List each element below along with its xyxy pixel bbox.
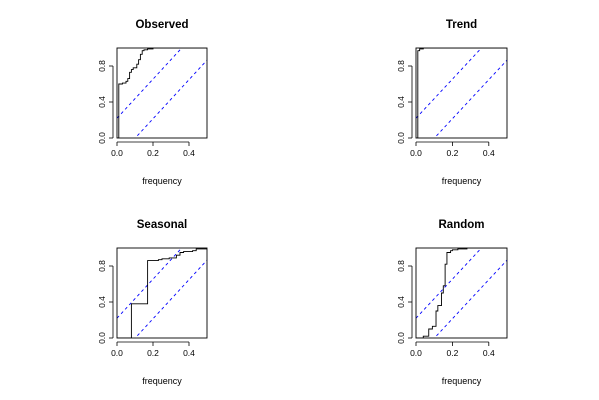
trend-plot-frame: [415, 47, 508, 139]
observed-band-upper-line: [117, 48, 183, 119]
random-y-tick-label: 0.4: [396, 296, 406, 308]
observed-x-tick-label: 0.2: [147, 148, 159, 158]
observed-x-tick-label: 0.4: [183, 148, 195, 158]
trend-band-lower-line: [433, 59, 507, 138]
observed-y-tick-label: 0.0: [97, 132, 107, 144]
random-panel: Random 0.0 0.2 0.4 0.0 0.4 0.8 frequency: [396, 219, 508, 386]
seasonal-y-tick-label: 0.8: [97, 260, 107, 272]
observed-band-lower-line: [134, 59, 207, 138]
random-band-lower-line: [433, 259, 507, 338]
trend-x-axis-label: frequency: [442, 176, 482, 186]
trend-band-upper-line: [416, 48, 483, 119]
observed-x-tick-label: 0.0: [111, 148, 123, 158]
observed-x-axis-label: frequency: [142, 176, 182, 186]
seasonal-panel: Seasonal 0.0 0.2 0.4 0.0 0.4 0.8 frequency: [97, 219, 208, 386]
seasonal-plot-frame: [116, 247, 208, 339]
random-x-tick-label: 0.0: [410, 348, 422, 358]
random-x-tick-label: 0.2: [446, 348, 458, 358]
trend-panel: Trend 0.0 0.2 0.4 0.0 0.4 0.8 frequency: [396, 19, 508, 186]
trend-y-tick-label: 0.4: [396, 96, 406, 108]
trend-title: Trend: [446, 19, 477, 31]
observed-plot-frame: [116, 47, 208, 139]
seasonal-y-tick-label: 0.4: [97, 296, 107, 308]
trend-x-tick-label: 0.2: [446, 148, 458, 158]
seasonal-x-tick-label: 0.0: [111, 348, 123, 358]
random-step-line: [416, 248, 507, 338]
random-x-axis-label: frequency: [442, 376, 482, 386]
random-y-tick-label: 0.8: [396, 260, 406, 272]
seasonal-y-tick-label: 0.0: [97, 332, 107, 344]
seasonal-title: Seasonal: [137, 219, 188, 231]
trend-step-line: [416, 48, 507, 138]
seasonal-step-line: [117, 248, 207, 338]
random-y-tick-label: 0.0: [396, 332, 406, 344]
random-band-upper-line: [416, 248, 483, 319]
observed-panel: Observed 0.0 0.2 0.4 0.0 0.4 0.8 frequency: [97, 19, 208, 186]
random-x-tick-label: 0.4: [483, 348, 495, 358]
seasonal-x-tick-label: 0.4: [183, 348, 195, 358]
seasonal-band-lower-line: [134, 259, 207, 338]
trend-y-tick-label: 0.8: [396, 60, 406, 72]
seasonal-band-upper-line: [117, 248, 183, 319]
trend-x-tick-label: 0.4: [483, 148, 495, 158]
seasonal-x-tick-label: 0.2: [147, 348, 159, 358]
observed-y-tick-label: 0.4: [97, 96, 107, 108]
random-plot-frame: [415, 247, 508, 339]
observed-step-line: [117, 48, 207, 138]
observed-title: Observed: [135, 19, 188, 31]
trend-x-tick-label: 0.0: [410, 148, 422, 158]
observed-y-tick-label: 0.8: [97, 60, 107, 72]
seasonal-x-axis-label: frequency: [142, 376, 182, 386]
random-title: Random: [439, 219, 485, 231]
trend-y-tick-label: 0.0: [396, 132, 406, 144]
